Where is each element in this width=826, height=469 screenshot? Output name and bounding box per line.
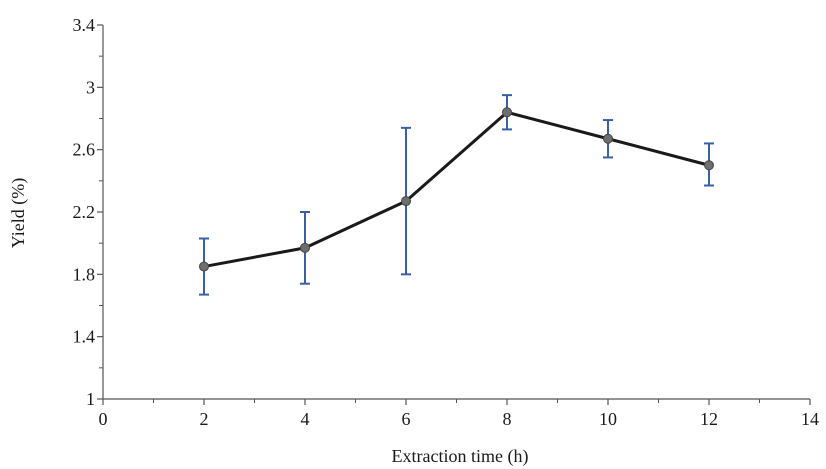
y-tick-label: 2.6 xyxy=(73,140,96,160)
x-tick-label: 10 xyxy=(599,409,617,429)
ticks xyxy=(97,24,811,405)
y-tick-label: 3 xyxy=(86,77,95,97)
x-tick-label: 2 xyxy=(200,409,209,429)
series-line xyxy=(203,110,710,269)
y-axis-title: Yield (%) xyxy=(8,178,29,248)
y-tick-label: 1 xyxy=(86,389,95,409)
tick-labels: 0 2 4 6 8 10 12 14 1 1.4 1.8 2.2 2.6 3 3.4 xyxy=(73,15,820,429)
error-bars xyxy=(199,94,714,296)
x-tick-label: 8 xyxy=(503,409,512,429)
axes xyxy=(102,25,810,400)
series-line-group xyxy=(203,110,710,269)
x-tick-label: 14 xyxy=(801,409,819,429)
x-tick-label: 0 xyxy=(99,409,108,429)
markers xyxy=(199,107,714,272)
y-tick-label: 2.2 xyxy=(73,202,96,222)
y-tick-label: 1.4 xyxy=(73,327,96,347)
x-tick-label: 4 xyxy=(301,409,310,429)
data-point xyxy=(704,160,714,171)
data-point xyxy=(603,133,613,144)
y-tick-label: 1.8 xyxy=(73,264,96,284)
x-axis-title: Extraction time (h) xyxy=(392,446,529,467)
x-tick-label: 6 xyxy=(402,409,411,429)
data-point xyxy=(199,261,209,272)
y-tick-label: 3.4 xyxy=(73,15,96,35)
data-point xyxy=(300,242,310,253)
data-point xyxy=(401,196,411,207)
data-point xyxy=(502,107,512,118)
x-tick-label: 12 xyxy=(700,409,718,429)
